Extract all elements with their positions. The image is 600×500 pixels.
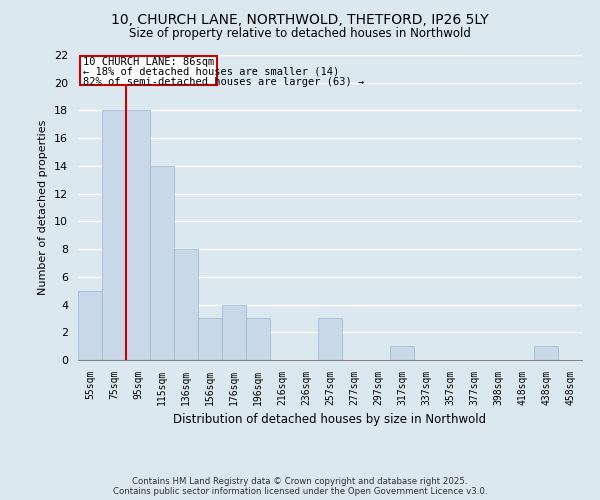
Bar (174, 249, 198, 360)
Bar (390, 346, 414, 360)
Text: ← 18% of detached houses are smaller (14): ← 18% of detached houses are smaller (14… (83, 67, 339, 77)
Bar (80, 56, 217, 85)
Text: 82% of semi-detached houses are larger (63) →: 82% of semi-detached houses are larger (… (83, 77, 364, 87)
Bar (150, 166, 174, 360)
Bar (126, 110, 150, 360)
Y-axis label: Number of detached properties: Number of detached properties (38, 120, 49, 295)
Bar (318, 318, 342, 360)
Bar (78, 290, 102, 360)
Bar (246, 318, 270, 360)
Bar (198, 318, 222, 360)
Text: 10 CHURCH LANE: 86sqm: 10 CHURCH LANE: 86sqm (83, 57, 214, 67)
Text: Contains HM Land Registry data © Crown copyright and database right 2025.
Contai: Contains HM Land Registry data © Crown c… (113, 476, 487, 496)
Text: 10, CHURCH LANE, NORTHWOLD, THETFORD, IP26 5LY: 10, CHURCH LANE, NORTHWOLD, THETFORD, IP… (111, 12, 489, 26)
Bar (534, 346, 558, 360)
X-axis label: Distribution of detached houses by size in Northwold: Distribution of detached houses by size … (173, 414, 487, 426)
Bar (102, 110, 126, 360)
Bar (222, 304, 246, 360)
Text: Size of property relative to detached houses in Northwold: Size of property relative to detached ho… (129, 28, 471, 40)
